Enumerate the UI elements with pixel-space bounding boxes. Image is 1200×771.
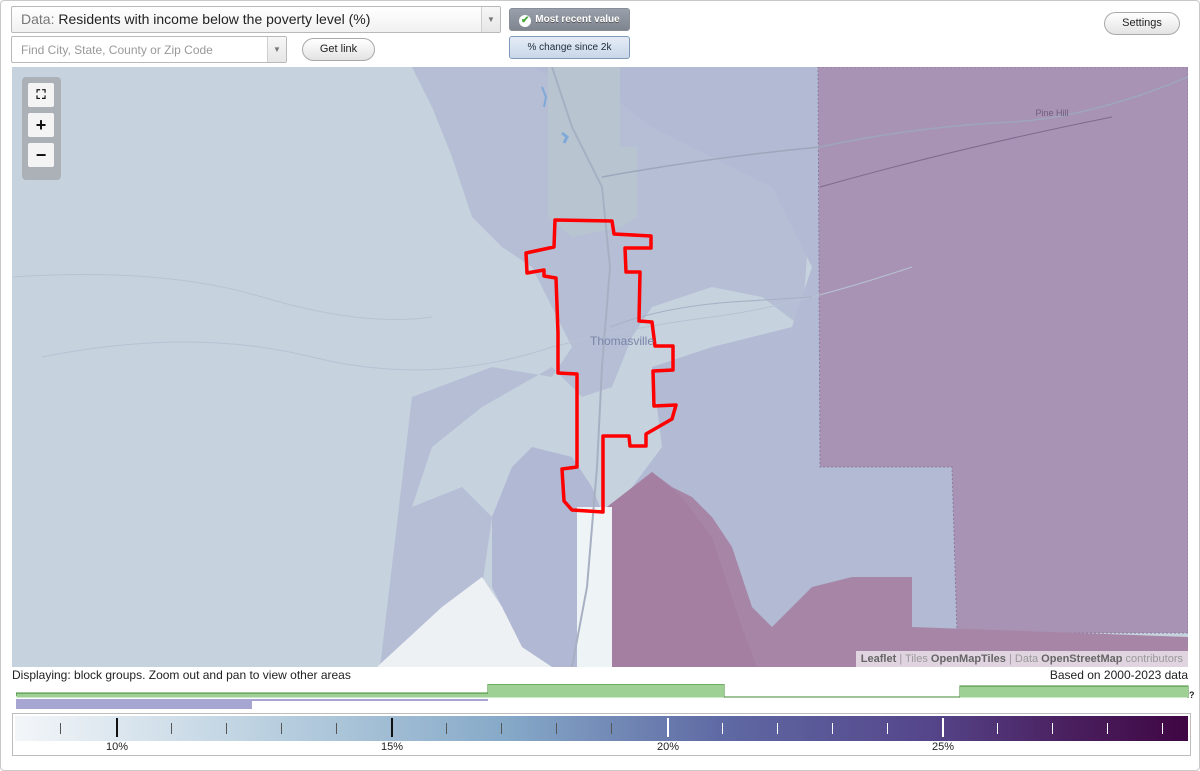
block-group-high[interactable] <box>607 472 1188 667</box>
map-highway <box>551 67 612 667</box>
legend-label: 25% <box>931 741 955 753</box>
fullscreen-icon[interactable]: ⛶ <box>28 83 54 107</box>
legend-tick <box>611 723 612 734</box>
get-link-button[interactable]: Get link <box>302 38 375 61</box>
block-group-area[interactable] <box>548 67 637 237</box>
settings-button[interactable]: Settings <box>1104 12 1180 35</box>
map-road <box>41 266 913 371</box>
legend-tick <box>281 723 282 734</box>
legend-tick <box>1107 723 1108 734</box>
leaflet-link[interactable]: Leaflet <box>860 653 897 665</box>
legend-tick <box>1162 723 1163 734</box>
map-road <box>12 274 433 320</box>
legend-tick <box>446 723 447 734</box>
data-value: Residents with income below the poverty … <box>58 11 371 27</box>
legend-label: 15% <box>380 741 404 753</box>
block-group-high[interactable] <box>607 472 757 667</box>
legend-tick <box>777 723 778 734</box>
legend-tick <box>171 723 172 734</box>
most-recent-label: Most recent value <box>535 14 620 25</box>
zoom-controls: ⛶ + − <box>22 77 61 180</box>
data-prefix: Data: <box>21 11 55 27</box>
legend-tick <box>722 723 723 734</box>
histogram-bar <box>488 684 724 698</box>
histogram-bar <box>960 686 1188 698</box>
legend-tick <box>667 718 669 737</box>
search-dropdown-icon[interactable]: ▼ <box>267 37 286 62</box>
city-label: Thomasville <box>590 334 654 348</box>
legend-tick <box>391 718 393 737</box>
block-group-area[interactable] <box>380 67 820 667</box>
legend-histogram <box>16 684 1189 709</box>
search-field[interactable]: ▼ <box>11 36 287 63</box>
legend-tick <box>336 723 337 734</box>
map-attribution: Leaflet | Tiles OpenMapTiles | Data Open… <box>855 651 1188 667</box>
block-group-low[interactable] <box>377 577 552 667</box>
legend-tick <box>997 723 998 734</box>
attribution-sep: | Tiles <box>896 653 931 665</box>
legend-tick <box>556 723 557 734</box>
attribution-sep: | Data <box>1005 653 1042 665</box>
legend-tick <box>832 723 833 734</box>
block-group-high[interactable] <box>817 67 1188 634</box>
place-label: Pine Hill <box>1035 108 1068 118</box>
osm-link[interactable]: OpenStreetMap <box>1041 653 1123 665</box>
legend-selection-bar <box>252 699 488 701</box>
chevron-down-icon[interactable]: ▼ <box>481 7 500 32</box>
legend-tick <box>60 723 61 734</box>
color-legend[interactable]: 10% 15% 20% 25% <box>12 713 1191 756</box>
map[interactable]: Thomasville Pine Hill ⛶ + − Leaflet | Ti… <box>12 67 1188 667</box>
legend-tick <box>501 723 502 734</box>
most-recent-toggle[interactable]: ✔ Most recent value <box>509 8 630 31</box>
data-select[interactable]: Data: Residents with income below the po… <box>11 6 501 33</box>
zoom-in-button[interactable]: + <box>28 113 54 137</box>
zoom-out-button[interactable]: − <box>28 143 54 167</box>
map-highway <box>601 76 1188 178</box>
map-road <box>609 296 813 328</box>
percent-change-toggle[interactable]: % change since 2k <box>509 36 630 59</box>
legend-tick <box>942 718 944 737</box>
tiles-link[interactable]: OpenMapTiles <box>930 653 1006 665</box>
map-water <box>541 86 548 108</box>
legend-tick <box>1052 723 1053 734</box>
legend-tick <box>226 723 227 734</box>
data-range-note: Based on 2000-2023 data <box>1049 668 1188 682</box>
display-note: Displaying: block groups. Zoom out and p… <box>12 668 351 682</box>
block-group-low[interactable] <box>577 507 612 667</box>
map-canvas[interactable]: Thomasville Pine Hill <box>12 67 1188 667</box>
legend-tick <box>116 718 118 737</box>
map-water <box>561 131 569 144</box>
legend-label: 10% <box>105 741 129 753</box>
check-icon: ✔ <box>519 15 532 27</box>
search-input[interactable] <box>12 37 262 62</box>
legend-gradient <box>15 716 1188 741</box>
legend-label: 20% <box>656 741 680 753</box>
legend-tick <box>887 723 888 734</box>
map-road <box>819 116 1113 188</box>
histogram-bar <box>16 693 488 698</box>
attribution-contributors: contributors <box>1122 653 1183 665</box>
block-group-area[interactable] <box>412 67 957 637</box>
selected-place-outline[interactable] <box>524 218 678 514</box>
legend-help-icon[interactable]: ? <box>1189 690 1195 700</box>
legend-selection-bar <box>16 699 252 709</box>
